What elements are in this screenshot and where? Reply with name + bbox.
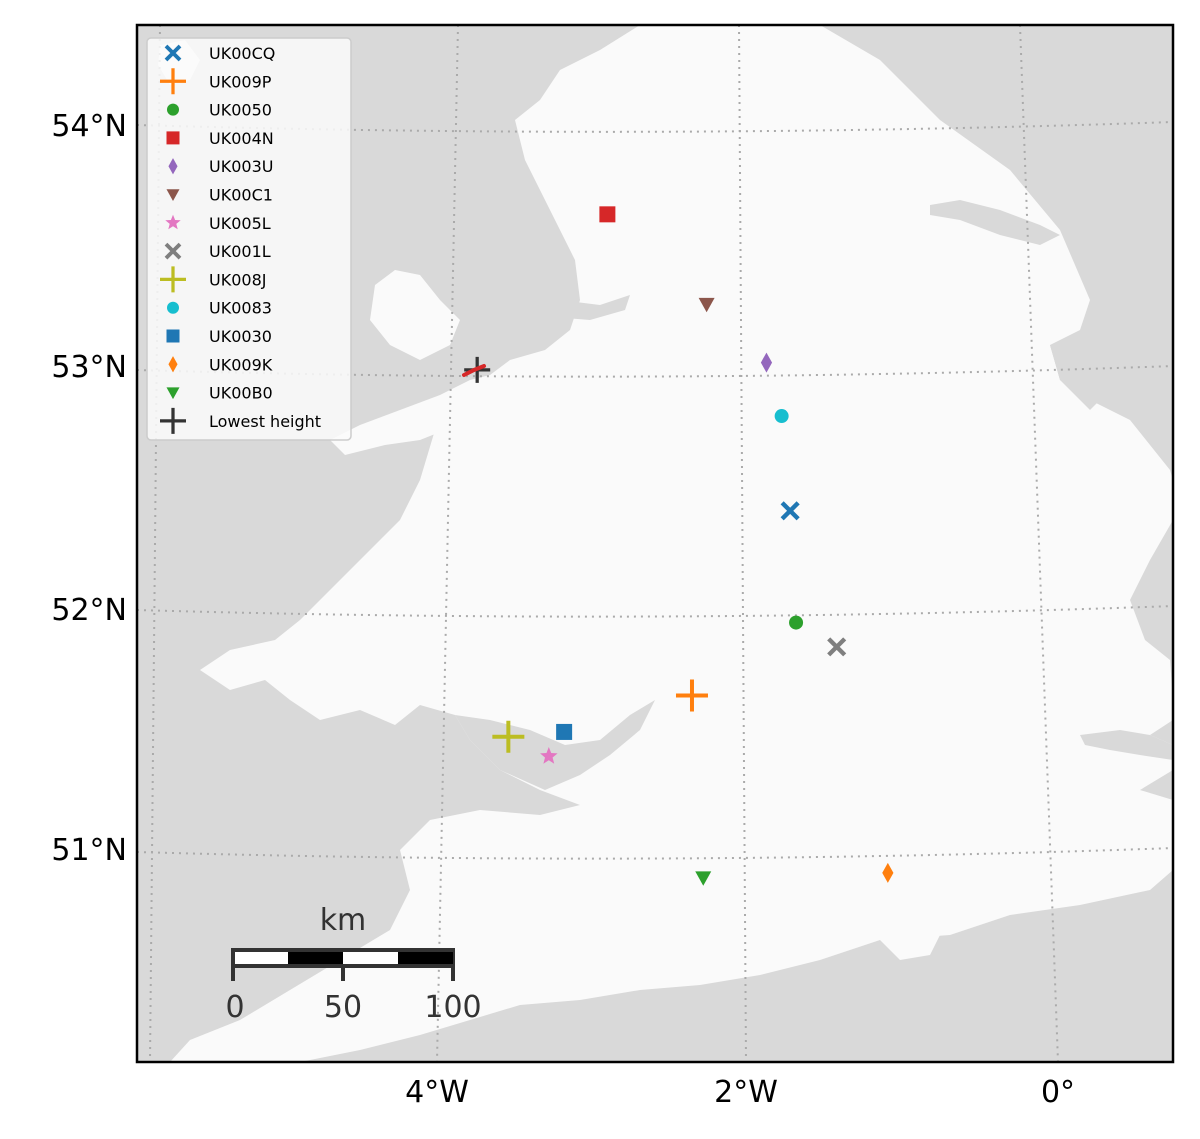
- legend-label-uk003u: UK003U: [209, 157, 273, 176]
- marker-uk001l: [827, 637, 847, 657]
- legend-marker-uk005l: [165, 214, 181, 230]
- legend-label-uk0050: UK0050: [209, 101, 272, 120]
- legend-marker-lowest-height: [160, 407, 186, 434]
- scale-label-100: 100: [424, 990, 481, 1025]
- lat-label-54: 54°N: [51, 109, 127, 144]
- marker-uk009k: [882, 862, 894, 883]
- legend-label-uk008j: UK008J: [209, 270, 266, 289]
- scale-bar-title: km: [320, 903, 367, 938]
- legend-marker-uk003u: [168, 158, 178, 175]
- humber-estuary-sea: [930, 200, 1060, 245]
- mainland-land: [170, 25, 1173, 1062]
- lon-label-4w: 4°W: [405, 1075, 469, 1110]
- marker-uk00b0: [695, 871, 712, 886]
- scale-bar-segment-4: [398, 952, 453, 964]
- bristol-channel-sea: [455, 700, 655, 790]
- longitude-line-0: [1019, 25, 1059, 1062]
- legend-marker-uk009k: [168, 356, 178, 373]
- anglesey-land: [370, 270, 460, 360]
- map-frame: [135, 23, 1175, 1064]
- legend-marker-uk009p: [160, 68, 186, 95]
- legend-marker-uk0030: [166, 329, 180, 343]
- longitude-line-6w: [149, 25, 161, 1062]
- legend-marker-uk0050: [167, 103, 179, 116]
- scale-label-50: 50: [324, 990, 362, 1025]
- legend-marker-uk00b0: [166, 387, 180, 400]
- legend-label-uk005l: UK005L: [209, 214, 271, 233]
- station-markers: [464, 206, 894, 886]
- lleyn-land: [330, 380, 470, 455]
- marker-uk004n: [599, 206, 616, 223]
- latitude-line-51: [137, 847, 1173, 860]
- latitude-line-52: [137, 605, 1173, 618]
- marker-uk00c1: [698, 297, 715, 313]
- legend-box: [146, 37, 352, 441]
- longitude-line-2w: [738, 25, 747, 1062]
- latitude-line-53: [137, 365, 1173, 378]
- legend-marker-uk001l: [164, 242, 182, 260]
- marker-uk003u: [760, 352, 773, 373]
- legend-marker-uk008j: [160, 266, 186, 293]
- the-wash-sea: [1050, 345, 1110, 410]
- legend-label-uk00c1: UK00C1: [209, 186, 273, 205]
- legend-marker-uk00c1: [166, 189, 180, 201]
- legend-label-uk004n: UK004N: [209, 129, 274, 148]
- marker-uk0030: [556, 723, 573, 740]
- marker-uk009p: [675, 679, 708, 712]
- legend-marker-uk00cq: [164, 44, 182, 62]
- longitude-line-4w: [436, 25, 459, 1062]
- legend-marker-uk004n: [166, 131, 180, 145]
- scale-bar-segment-2: [288, 952, 343, 964]
- lat-label-51: 51°N: [51, 833, 127, 868]
- mersey-estuary-sea: [560, 295, 630, 320]
- lat-label-52: 52°N: [51, 593, 127, 628]
- lon-label-2w: 2°W: [714, 1075, 778, 1110]
- legend-label-uk009k: UK009K: [209, 355, 273, 374]
- legend-label-uk00cq: UK00CQ: [209, 44, 275, 63]
- land-layer: [158, 25, 1173, 1062]
- legend-label-lowest-height: Lowest height: [209, 412, 321, 431]
- scale-bar: km 0 50 100: [225, 903, 481, 1025]
- thames-estuary-sea: [1080, 730, 1173, 760]
- legend-label-uk0030: UK0030: [209, 327, 272, 346]
- marker-uk0050: [789, 615, 804, 630]
- lowest-height-track: [462, 364, 486, 377]
- marker-uk0083: [774, 409, 789, 424]
- legend-marker-uk0083: [167, 301, 179, 314]
- marker-uk008j: [492, 720, 525, 753]
- lon-label-0: 0°: [1041, 1075, 1075, 1110]
- legend: UK00CQ UK009P UK0050 UK004N UK003U UK00C1 UK00…: [146, 37, 352, 441]
- legend-label-uk009p: UK009P: [209, 72, 272, 91]
- latitude-line-54: [137, 121, 1173, 133]
- marker-uk00cq: [780, 501, 800, 521]
- legend-label-uk00b0: UK00B0: [209, 384, 273, 403]
- legend-label-uk0083: UK0083: [209, 299, 272, 318]
- scale-label-0: 0: [225, 990, 244, 1025]
- isle-of-wight-land: [880, 930, 940, 960]
- marker-uk005l: [540, 747, 558, 764]
- lat-label-53: 53°N: [51, 350, 127, 385]
- graticule: [137, 25, 1173, 1062]
- legend-label-uk001l: UK001L: [209, 242, 271, 261]
